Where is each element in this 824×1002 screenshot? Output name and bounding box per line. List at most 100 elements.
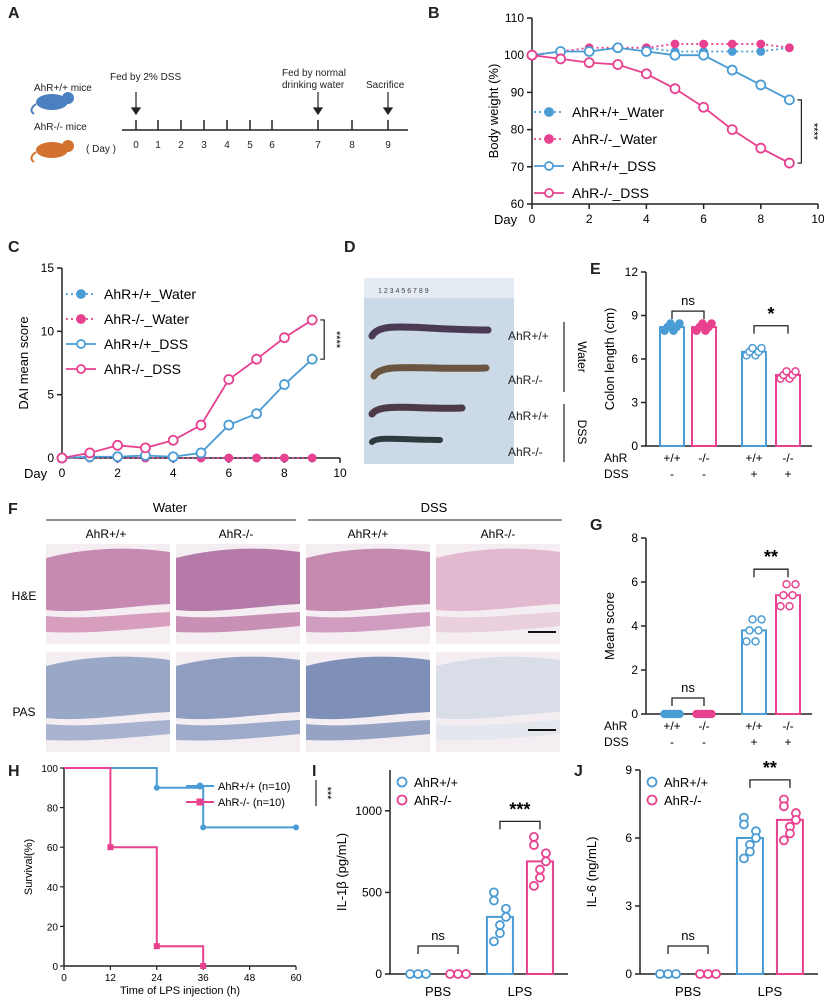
y-axis-label: DAI mean score: [16, 316, 31, 409]
y-axis-label: Colon length (cm): [602, 308, 617, 411]
category-dss-label: -: [670, 467, 674, 481]
category-dss-label: +: [750, 735, 757, 749]
histo-group-dss: DSS: [421, 500, 448, 515]
data-dot: [779, 835, 789, 846]
data-point: [112, 439, 123, 451]
event-marker: [200, 824, 207, 831]
y-tick-label: 10: [41, 324, 55, 338]
arrow-down-icon: [130, 92, 394, 116]
data-dot: [788, 590, 797, 600]
y-axis-label: Survival(%): [23, 839, 35, 895]
legend-marker: [646, 776, 658, 788]
histo-row-pas: PAS: [12, 705, 35, 719]
y-tick-label: 5: [47, 388, 54, 402]
data-point: [755, 79, 767, 91]
category-ahr-label: +/+: [663, 451, 680, 465]
data-dot: [675, 319, 684, 328]
significance-label: ****: [330, 331, 342, 349]
data-dot: [791, 814, 801, 825]
histo-col-1: AhR+/+: [86, 527, 127, 541]
data-dot: [757, 615, 766, 624]
category-dss-label: -: [702, 735, 706, 749]
x-tick-label: 36: [198, 973, 210, 984]
data-point: [583, 57, 595, 69]
data-point: [641, 68, 652, 80]
x-tick-label: 8: [281, 466, 288, 480]
category-ahr-label: -/-: [782, 451, 793, 465]
category-label: LPS: [508, 984, 533, 999]
x-tick-label: 2: [114, 466, 121, 480]
histo-col-2: AhR-/-: [219, 527, 254, 541]
legend-marker: [76, 289, 86, 299]
data-dot: [666, 319, 675, 328]
x-tick-label: 12: [105, 973, 117, 984]
x-tick-label: 0: [529, 212, 536, 226]
category-label: LPS: [758, 984, 783, 999]
timeline-day: 2: [178, 140, 184, 151]
data-point: [785, 43, 794, 53]
significance-bracket: [753, 325, 789, 334]
significance-bracket: [797, 99, 802, 164]
event-marker: [107, 844, 114, 851]
data-point: [306, 353, 318, 365]
tissue-layer: [306, 656, 430, 720]
legend-label: AhR+/+_DSS: [572, 158, 656, 174]
legend-marker: [646, 794, 658, 806]
x-tick-label: 24: [151, 973, 163, 984]
bar: [775, 373, 801, 448]
data-point: [223, 374, 235, 385]
legend-marker: [76, 364, 86, 374]
significance-label: ns: [681, 680, 695, 695]
panel-letter-j: J: [574, 763, 583, 780]
data-dot: [739, 819, 749, 830]
y-tick-label: 500: [362, 885, 382, 899]
data-dot: [707, 319, 716, 328]
data-point: [669, 83, 681, 95]
data-point: [726, 124, 738, 136]
data-dot: [405, 969, 415, 979]
group-water-label: Water: [575, 341, 589, 373]
data-dot: [785, 601, 794, 611]
event-marker: [153, 943, 160, 950]
legend-label: AhR-/-: [414, 793, 452, 808]
chart-panel-e: 0 3 6 9 12 Colon length (cm) +/+ - -/- - +/+ + -/- + A…: [602, 265, 812, 481]
bar: [775, 594, 801, 716]
tissue-layer: [46, 720, 170, 741]
significance-label: ns: [681, 928, 695, 943]
y-tick-label: 15: [41, 261, 55, 275]
panel-letter-i: I: [312, 763, 316, 780]
y-tick-label: 90: [511, 85, 525, 99]
y-axis-label: IL-6 (ng/mL): [584, 837, 599, 908]
data-dot: [671, 969, 681, 979]
data-point: [251, 408, 263, 420]
data-dot: [703, 969, 713, 979]
legend-marker: [544, 188, 554, 198]
x-tick-label: 6: [700, 212, 707, 226]
y-tick-label: 9: [631, 309, 638, 323]
mouse-label-ko: AhR-/- mice: [34, 122, 87, 133]
tissue-layer: [176, 656, 300, 720]
data-point: [699, 39, 708, 49]
timeline-day: 1: [155, 140, 161, 151]
legend-label: AhR-/-_Water: [104, 311, 189, 327]
x-tick-label: 60: [290, 973, 302, 984]
data-dot: [461, 969, 471, 979]
histo-row-he: H&E: [12, 589, 37, 603]
data-dot: [495, 920, 505, 930]
category-ahr-label: +/+: [663, 719, 680, 733]
data-point: [112, 451, 123, 463]
data-point: [307, 453, 317, 463]
data-point: [278, 332, 290, 344]
timeline-day: 0: [133, 140, 139, 151]
data-dot: [791, 367, 800, 376]
category-label: PBS: [675, 984, 701, 999]
significance-bracket: [320, 319, 325, 360]
ruler: 1 2 3 4 5 6 7 8 9: [378, 288, 429, 295]
panel-d-colon-photos: 1 2 3 4 5 6 7 8 9 AhR+/+ AhR-/- AhR+/+ A…: [364, 278, 589, 464]
timeline-day: 5: [247, 140, 253, 151]
data-point: [583, 46, 595, 57]
tissue-layer: [436, 720, 560, 741]
significance-label: **: [763, 758, 777, 778]
x-axis-label: Day: [494, 212, 518, 227]
data-dot: [445, 969, 455, 979]
